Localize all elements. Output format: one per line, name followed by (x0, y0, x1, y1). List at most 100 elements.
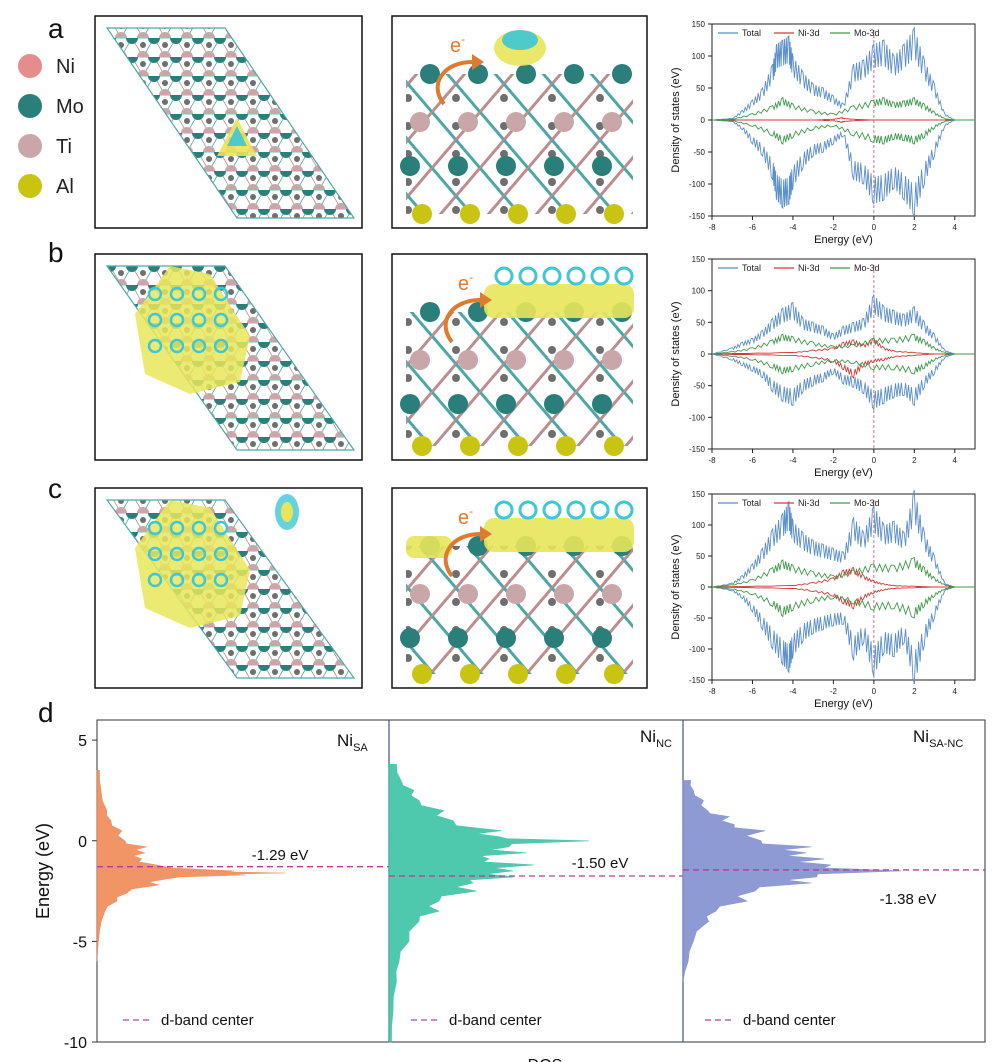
mo-atom (544, 394, 564, 414)
legend-label-mo: Mo (56, 96, 84, 118)
charge-density-cyan (169, 572, 185, 588)
al-atom (508, 436, 528, 456)
ti-atom (554, 112, 574, 132)
charge-density-cyan (502, 30, 538, 50)
charge-density-cyan (590, 266, 610, 286)
mo-atom (448, 628, 468, 648)
y-tick-label: 150 (692, 255, 706, 264)
ti-atom (602, 584, 622, 604)
ti-atom (506, 584, 526, 604)
charge-density-cyan (169, 286, 185, 302)
panel-label-a: a (48, 13, 64, 44)
legend-text-total: Total (742, 263, 761, 273)
panel-label-b: b (48, 237, 64, 268)
y-tick-label: 100 (692, 287, 706, 296)
legend-text-ni-3d: Ni-3d (798, 498, 820, 508)
charge-density-cyan (191, 546, 207, 562)
y-axis-label: Density of states (eV) (670, 534, 682, 639)
series-line-ni-3d-down (711, 353, 975, 379)
subpanel-title-sub: SA-NC (929, 738, 963, 750)
panel-d-frame (96, 719, 986, 1043)
legend-swatch-mo (18, 94, 42, 118)
series-line-total-up (711, 26, 975, 121)
charge-density-cyan (191, 572, 207, 588)
al-atom (412, 436, 432, 456)
al-atom (460, 664, 480, 684)
y-tick-label: 150 (692, 490, 706, 499)
legend-text-total: Total (742, 28, 761, 38)
al-atom (412, 204, 432, 224)
panel-label-d: d (38, 697, 54, 728)
dos-chart-b: 150 100 50 0 -50 -100 -150-8 -6 -4 -2 0 2 4 Energy (e… (670, 255, 976, 479)
charge-density-cyan (590, 500, 610, 520)
ti-atom (602, 112, 622, 132)
y-tick-label: 50 (696, 552, 705, 561)
x-tick-label: -6 (749, 223, 757, 232)
mo-atom (544, 156, 564, 176)
x-axis-label: Energy (eV) (814, 467, 873, 479)
electron-label-sup: - (469, 504, 473, 518)
ti-atom (410, 112, 430, 132)
electron-transfer-arrowhead (480, 292, 492, 308)
series-line-ni-3d-down (712, 119, 975, 123)
ti-atom (458, 584, 478, 604)
x-tick-label: 0 (872, 456, 877, 465)
charge-density-cyan (213, 520, 229, 536)
y-tick-label: 5 (78, 733, 87, 750)
x-tick-label: 2 (912, 223, 917, 232)
electron-label-sup: - (461, 32, 465, 46)
charge-density-yellow (135, 266, 250, 394)
charge-density-cyan (542, 500, 562, 520)
mo-atom (400, 156, 420, 176)
mo-atom (496, 156, 516, 176)
charge-density-cyan (169, 312, 185, 328)
legend-text-ni-3d: Ni-3d (798, 263, 820, 273)
top-view-lattice-a (105, 27, 356, 219)
electron-label-sup: - (469, 270, 473, 284)
al-atom (556, 204, 576, 224)
y-tick-label: 0 (78, 834, 87, 851)
y-tick-label: -100 (689, 413, 706, 422)
y-tick-label: 0 (701, 350, 706, 359)
series-line-mo-3d-up (711, 333, 975, 355)
x-tick-label: -4 (789, 687, 797, 696)
ti-atom (458, 112, 478, 132)
electron-transfer-arrowhead (480, 526, 492, 542)
series-line-mo-3d-up (711, 556, 975, 588)
series-line-total-up (711, 489, 975, 588)
x-tick-label: 4 (953, 456, 958, 465)
x-tick-label: -6 (749, 456, 757, 465)
charge-density-cyan (518, 500, 538, 520)
charge-density-cyan (566, 500, 586, 520)
series-line-mo-3d-down (711, 353, 975, 375)
charge-density-yellow (484, 284, 634, 318)
y-axis-label: Density of states (eV) (670, 301, 682, 406)
y-tick-label: 50 (696, 84, 705, 93)
x-tick-label: -8 (708, 456, 716, 465)
mo-atom (564, 64, 584, 84)
mo-atom (592, 628, 612, 648)
charge-density-cyan (614, 500, 634, 520)
y-tick-label: -150 (689, 445, 706, 454)
charge-density-yellow (281, 502, 293, 522)
ti-atom (506, 112, 526, 132)
charge-density-cyan (191, 338, 207, 354)
x-tick-label: -4 (789, 456, 797, 465)
al-atom (508, 664, 528, 684)
legend-text: d-band center (449, 1012, 542, 1029)
charge-density-cyan (614, 266, 634, 286)
charge-density-cyan (213, 572, 229, 588)
dos-chart-a: 150 100 50 0 -50 -100 -150-8 -6 -4 -2 0 2 4 Energy (e… (670, 20, 976, 246)
x-tick-label: 2 (912, 687, 917, 696)
legend-text: d-band center (743, 1012, 836, 1029)
mo-atom (516, 64, 536, 84)
mo-atom (544, 628, 564, 648)
y-tick-label: 150 (692, 20, 706, 29)
legend-label-ti: Ti (56, 136, 72, 158)
charge-density-cyan (227, 126, 247, 146)
mo-atom (448, 394, 468, 414)
charge-density-cyan (191, 286, 207, 302)
y-axis-label: Density of states (eV) (670, 67, 682, 172)
x-axis-label: Energy (eV) (814, 234, 873, 246)
charge-density-cyan (213, 338, 229, 354)
